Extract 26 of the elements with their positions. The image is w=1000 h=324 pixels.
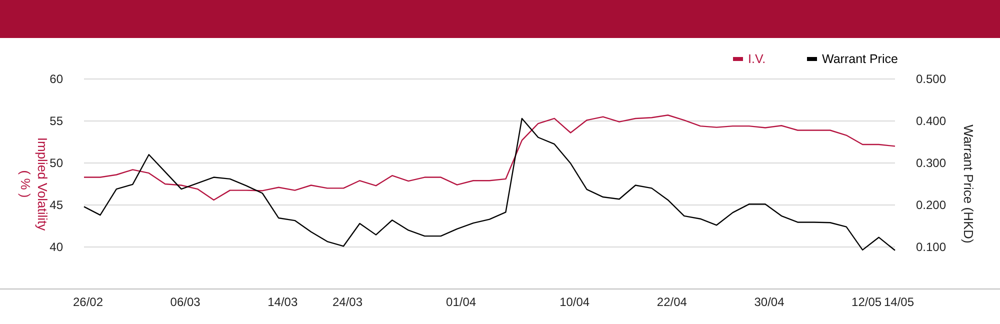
y-axis-title: Implied Volatility ( % ) [18, 137, 50, 232]
legend-label: Warrant Price [822, 52, 898, 66]
x-tick-label: 30/04 [754, 295, 785, 309]
y2-tick-label: 0.500 [916, 72, 946, 86]
line-series [83, 114, 896, 201]
y-tick-label: 40 [50, 240, 64, 254]
x-tick-label: 22/04 [656, 295, 688, 309]
y2-tick-label: 0.100 [916, 240, 946, 254]
y2-tick-label: 0.400 [916, 114, 946, 128]
line-series [83, 118, 896, 251]
x-tick-label: 12/05 [852, 295, 882, 309]
y2-axis-title: Warrant Price (HKD) [961, 124, 976, 244]
y-tick-label: 60 [50, 72, 64, 86]
y-tick-label: 45 [50, 198, 64, 212]
x-tick-label: 10/04 [560, 295, 590, 309]
x-tick-label: 14/05 [884, 295, 914, 309]
x-tick-label: 01/04 [446, 295, 476, 309]
y-tick-label: 55 [50, 114, 64, 128]
x-tick-label: 14/03 [268, 295, 298, 309]
y-tick-label: 50 [50, 156, 64, 170]
x-tick-label: 26/02 [72, 295, 104, 309]
x-tick-label: 06/03 [170, 295, 201, 309]
y2-tick-label: 0.300 [916, 156, 946, 170]
y2-tick-label: 0.200 [916, 198, 946, 212]
legend-label: I.V. [748, 52, 766, 66]
x-tick-label: 24/03 [332, 295, 363, 309]
